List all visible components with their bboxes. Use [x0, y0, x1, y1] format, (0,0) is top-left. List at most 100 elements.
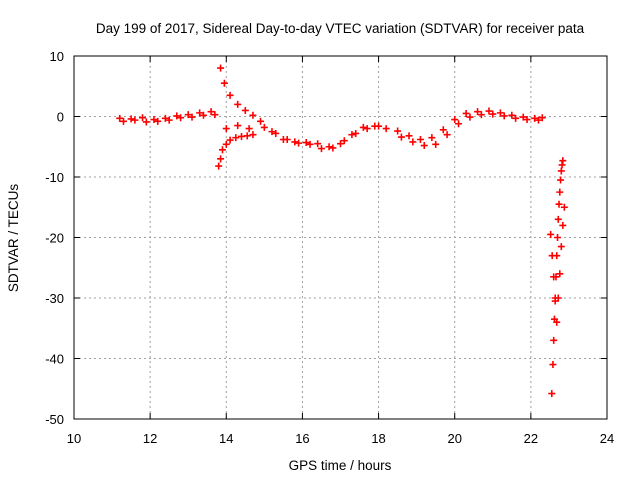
x-tick-label: 16: [295, 431, 309, 446]
data-point: [241, 106, 249, 114]
data-point: [500, 112, 508, 120]
data-point: [188, 113, 196, 121]
data-point: [557, 176, 565, 184]
data-point: [397, 133, 405, 141]
y-tick-label: -40: [45, 352, 64, 367]
data-point: [317, 145, 325, 153]
data-point: [548, 390, 556, 398]
x-axis-tick-labels: 10 12 14 16 18 20 22 24: [67, 431, 614, 446]
data-point: [443, 131, 451, 139]
pata-track-a: [116, 107, 546, 151]
data-point: [560, 203, 568, 211]
data-point: [363, 125, 371, 133]
data-point: [557, 243, 565, 251]
data-point: [249, 131, 257, 139]
data-point: [547, 230, 555, 238]
data-point: [116, 114, 124, 122]
data-point: [405, 132, 413, 140]
x-tick-label: 14: [219, 431, 233, 446]
data-point: [220, 79, 228, 87]
data-point: [409, 138, 417, 146]
data-point: [150, 116, 158, 124]
x-tick-label: 22: [524, 431, 538, 446]
data-point: [359, 123, 367, 131]
data-point: [548, 252, 556, 260]
pata-track-b: [119, 64, 542, 153]
data-point: [531, 114, 539, 122]
data-point: [139, 114, 147, 122]
data-point: [257, 117, 265, 125]
data-point: [222, 140, 230, 148]
data-point: [329, 144, 337, 152]
data-point: [232, 134, 240, 142]
data-point: [260, 123, 268, 131]
y-axis-label: SDTVAR / TECUs: [6, 184, 21, 293]
data-point: [559, 221, 567, 229]
data-point: [554, 215, 562, 223]
data-point: [302, 139, 310, 147]
data-points: [116, 64, 568, 398]
data-point: [489, 110, 497, 118]
data-point: [249, 111, 257, 119]
data-point: [215, 162, 223, 170]
data-point: [119, 117, 127, 125]
data-point: [394, 127, 402, 135]
x-tick-label: 12: [143, 431, 157, 446]
chart-title: Day 199 of 2017, Sidereal Day-to-day VTE…: [96, 21, 585, 36]
data-point: [283, 135, 291, 143]
data-point: [508, 111, 516, 119]
x-tick-label: 18: [371, 431, 385, 446]
data-point: [432, 140, 440, 148]
y-tick-label: 0: [57, 110, 64, 125]
data-point: [559, 157, 567, 165]
data-point: [295, 139, 303, 147]
data-point: [222, 125, 230, 133]
x-tick-label: 10: [67, 431, 81, 446]
pata-track-c: [215, 131, 257, 170]
data-point: [127, 115, 135, 123]
data-point: [420, 142, 428, 150]
data-point: [523, 116, 531, 124]
data-point: [207, 108, 215, 116]
data-point: [306, 140, 314, 148]
data-point: [485, 107, 493, 115]
data-point: [177, 114, 185, 122]
data-point: [466, 113, 474, 121]
data-point: [554, 234, 562, 241]
data-point: [416, 135, 424, 143]
data-point: [556, 270, 564, 278]
data-point: [496, 109, 504, 117]
data-point: [340, 137, 348, 145]
data-point: [557, 167, 565, 175]
y-tick-label: -30: [45, 291, 64, 306]
data-point: [218, 146, 226, 154]
data-point: [382, 125, 390, 133]
x-tick-label: 20: [447, 431, 461, 446]
data-point: [131, 116, 139, 124]
data-point: [234, 122, 242, 130]
data-point: [199, 111, 207, 119]
data-point: [268, 128, 276, 136]
data-point: [272, 129, 280, 137]
data-point: [226, 136, 234, 144]
data-point: [211, 111, 219, 119]
data-point: [451, 116, 459, 124]
data-point: [512, 114, 520, 122]
data-point: [325, 143, 333, 151]
data-point: [348, 131, 356, 139]
y-tick-label: -20: [45, 231, 64, 246]
data-point: [184, 111, 192, 119]
x-axis-label: GPS time / hours: [289, 458, 392, 473]
data-point: [243, 132, 251, 140]
data-point: [161, 114, 169, 122]
data-point: [226, 91, 234, 99]
data-point: [519, 113, 527, 121]
data-point: [474, 108, 482, 116]
data-point: [550, 336, 558, 344]
y-tick-label: -50: [45, 412, 64, 427]
data-point: [142, 118, 150, 126]
data-point: [462, 109, 470, 117]
data-point: [428, 134, 436, 142]
data-point: [217, 64, 225, 72]
